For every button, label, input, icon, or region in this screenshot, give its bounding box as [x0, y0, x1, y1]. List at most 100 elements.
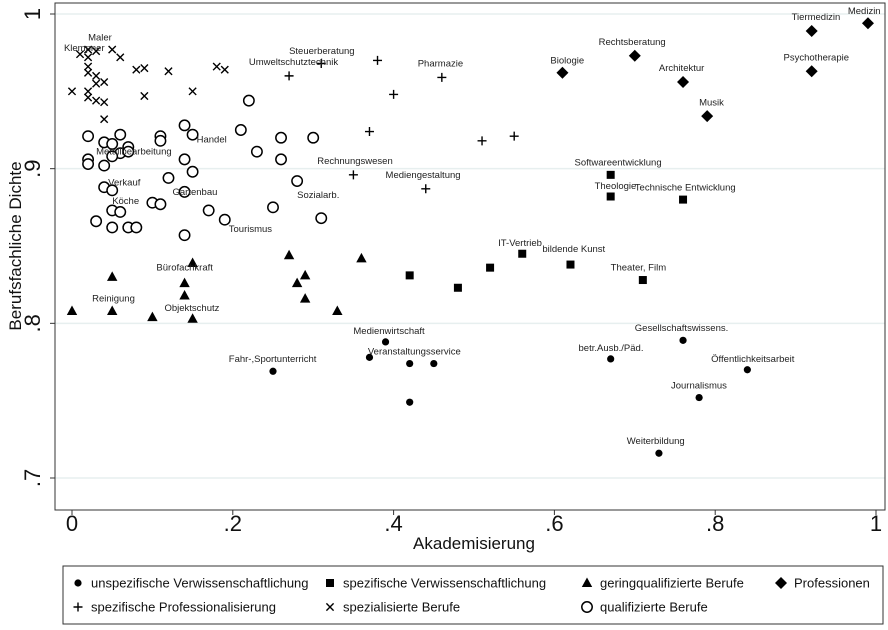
data-point — [284, 71, 294, 81]
point-annotation: Klempner — [64, 43, 105, 54]
y-tick-label: .7 — [20, 469, 45, 487]
legend-item: spezifische Professionalisierung — [73, 600, 276, 615]
data-point — [405, 271, 414, 280]
point-annotation: Mediengestaltung — [386, 170, 461, 181]
data-point — [114, 128, 127, 141]
point-annotation: Handel — [197, 134, 227, 145]
data-point — [100, 77, 109, 87]
data-marks — [66, 17, 874, 457]
legend-marker — [775, 577, 787, 589]
data-point — [140, 91, 149, 101]
point-annotation: IT-Vertrieb — [498, 238, 542, 249]
data-point — [679, 336, 687, 344]
legend-item: spezialisierte Berufe — [325, 600, 460, 615]
data-point — [332, 305, 343, 315]
legend-item: qualifizierte Berufe — [581, 600, 708, 615]
x-tick-label: 0 — [66, 511, 78, 536]
data-point — [701, 110, 714, 123]
data-point — [606, 192, 615, 201]
data-point — [381, 338, 390, 346]
x-axis-title: Akademisierung — [413, 534, 535, 553]
point-annotation: bildende Kunst — [542, 244, 605, 255]
point-annotation: Metallbearbeitung — [96, 147, 172, 158]
data-point — [83, 93, 93, 102]
series-triangle — [66, 249, 367, 323]
point-annotation: Öffentlichkeitsarbeit — [711, 354, 795, 365]
data-point — [220, 65, 229, 74]
point-annotation: Reinigung — [92, 294, 135, 305]
data-point — [655, 449, 663, 457]
data-point — [164, 67, 173, 76]
data-point — [106, 137, 119, 150]
data-point — [179, 277, 190, 288]
data-point — [83, 53, 93, 62]
point-annotation: Rechtsberatung — [599, 37, 666, 48]
point-annotation: Fahr-,Sportunterricht — [229, 354, 317, 365]
data-point — [477, 136, 487, 146]
point-annotation: Steuerberatung — [289, 46, 355, 57]
point-annotation: Medienwirtschaft — [353, 326, 425, 337]
data-point — [316, 58, 326, 68]
data-point — [212, 62, 221, 71]
data-point — [695, 393, 703, 402]
data-point — [437, 72, 447, 82]
data-point — [186, 165, 199, 178]
data-point — [406, 398, 414, 406]
data-point — [267, 201, 279, 214]
data-point — [275, 153, 287, 166]
point-annotation: Weiterbildung — [627, 436, 685, 447]
data-point — [509, 131, 519, 141]
data-point — [365, 353, 374, 361]
data-point — [116, 53, 125, 62]
data-point — [187, 257, 198, 268]
point-annotation: Sozialarb. — [297, 190, 339, 201]
data-point — [486, 263, 495, 272]
data-point — [453, 283, 462, 292]
data-point — [556, 66, 569, 79]
legend-label: spezifische Verwissenschaftlichung — [343, 576, 546, 591]
legend-label: unspezifische Verwissenschaftlichung — [91, 576, 309, 591]
legend-label: spezialisierte Berufe — [343, 600, 460, 615]
data-point — [147, 311, 158, 322]
data-point — [92, 71, 101, 80]
y-axis: .7 .8 .9 1 — [20, 8, 55, 487]
series-x — [67, 45, 229, 124]
point-annotation: Technische Entwicklung — [635, 182, 736, 193]
legend-item: spezifische Verwissenschaftlichung — [326, 576, 546, 591]
series-square — [405, 170, 688, 292]
legend-marker — [74, 579, 82, 587]
data-point — [154, 198, 167, 211]
point-annotation: Gartenbau — [173, 187, 218, 198]
point-annotation: Rechnungswesen — [317, 156, 393, 167]
series-circle — [82, 94, 328, 242]
point-annotation: Tiermedizin — [792, 12, 841, 23]
legend-box — [62, 565, 884, 625]
point-annotation: Umweltschutztechnik — [249, 57, 338, 68]
data-point — [269, 367, 277, 375]
x-tick-label: .6 — [545, 511, 563, 536]
data-point — [283, 249, 295, 260]
data-point — [106, 184, 119, 197]
data-point — [122, 145, 135, 158]
data-point — [83, 62, 93, 71]
point-annotation: Maler — [88, 32, 112, 43]
legend-label: Professionen — [794, 576, 870, 591]
data-point — [242, 94, 255, 107]
data-point — [406, 359, 414, 368]
legend-item: Professionen — [775, 576, 870, 591]
series-dot — [269, 336, 751, 457]
data-point — [307, 131, 320, 144]
data-point — [518, 249, 527, 258]
data-point — [299, 269, 311, 280]
data-point — [162, 171, 175, 184]
point-annotation: Pharmazie — [418, 59, 463, 70]
data-point — [66, 305, 78, 315]
data-point — [178, 119, 191, 132]
point-annotation: Journalismus — [671, 380, 727, 391]
data-point — [218, 213, 231, 226]
data-point — [607, 355, 615, 363]
data-point — [108, 45, 117, 54]
data-point — [179, 289, 190, 300]
data-point — [154, 134, 167, 147]
